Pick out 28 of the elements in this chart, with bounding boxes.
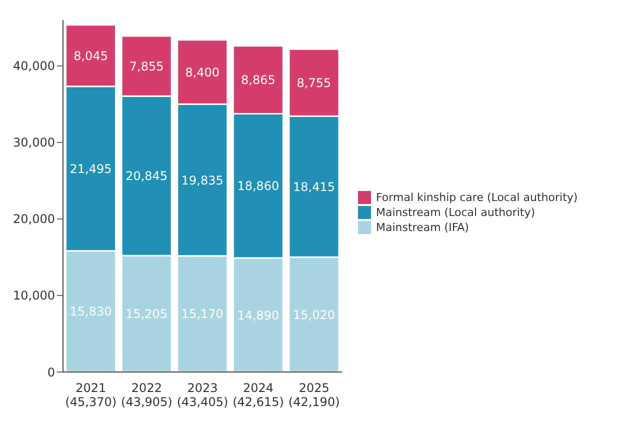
data-label: 21,495 [70, 162, 112, 176]
data-label: 8,045 [74, 48, 108, 63]
data-label: 18,415 [292, 180, 335, 194]
x-tick-label: 2025 (42,190) [288, 381, 340, 409]
x-tick-label: 2024 (42,615) [232, 381, 284, 409]
data-label: 8,755 [296, 76, 332, 90]
y-tick-label: 20,000 [13, 212, 55, 226]
legend-label: Mainstream (IFA) [376, 220, 469, 234]
data-label: 20,845 [126, 169, 168, 184]
data-label: 15,205 [126, 307, 168, 322]
data-label: 15,830 [70, 304, 112, 319]
data-label: 7,855 [129, 59, 164, 74]
x-tick-label: 2021 (45,370) [65, 381, 117, 409]
data-label: 14,890 [237, 308, 280, 322]
y-tick-label: 0 [47, 365, 55, 380]
data-label: 8,865 [241, 73, 276, 88]
x-tick-label: 2022 (43,905) [121, 381, 172, 409]
data-label: 18,860 [237, 179, 280, 194]
y-tick-label: 10,000 [13, 288, 55, 303]
text: Mainstream (Local authority) [376, 206, 536, 218]
data-label: 19,835 [181, 173, 224, 188]
y-tick-label: 30,000 [13, 136, 55, 150]
x-tick-label: 2023 (43,405) [176, 381, 228, 409]
y-tick-label: 40,000 [13, 59, 55, 74]
legend-label: Formal kinship care (Local authority) [376, 190, 578, 204]
data-label: 15,020 [292, 308, 335, 322]
data-label: 8,400 [185, 65, 220, 80]
data-label: 15,170 [181, 307, 224, 322]
